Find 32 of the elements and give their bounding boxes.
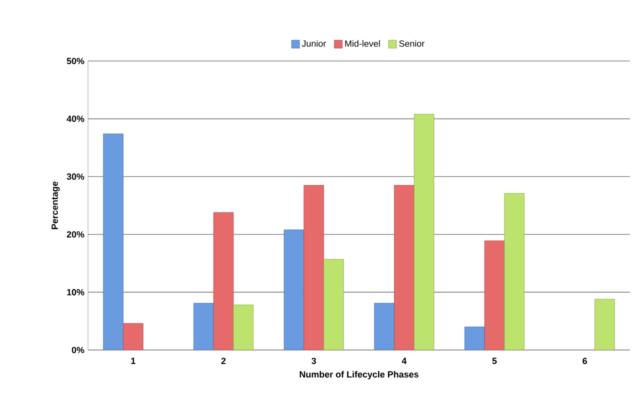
bar [484,240,505,350]
bar [394,185,414,350]
y-tick-label: 10% [67,289,84,296]
y-tick-label: 40% [66,116,84,122]
y-tick-label: 0% [72,346,84,354]
x-tick-label: 3 [312,358,316,364]
legend-label: Senior [399,40,425,47]
bar [504,193,525,350]
bar [213,212,234,350]
bar [464,326,485,350]
x-tick-label: 5 [492,358,497,364]
bar [233,304,254,350]
bar [414,114,434,350]
y-tick-label: 50% [66,58,84,64]
legend-label: Junior [302,40,326,47]
y-tick-label: 30% [66,173,84,180]
bar [374,302,394,350]
bar [103,134,124,350]
y-axis-title: Percentage [52,182,60,230]
bar [324,259,344,350]
x-axis-title: Number of Lifecycle Phases [300,370,418,380]
y-tick-label: 20% [66,231,84,238]
x-tick-label: 6 [582,358,587,364]
bar [304,185,324,350]
bar [594,298,615,350]
x-tick-label: 2 [221,358,226,364]
x-tick-label: 1 [131,358,136,364]
x-tick-label: 4 [402,358,407,364]
bar [193,302,214,350]
bar [123,323,144,350]
legend-label: Mid-level [345,40,380,47]
bar [284,230,304,350]
